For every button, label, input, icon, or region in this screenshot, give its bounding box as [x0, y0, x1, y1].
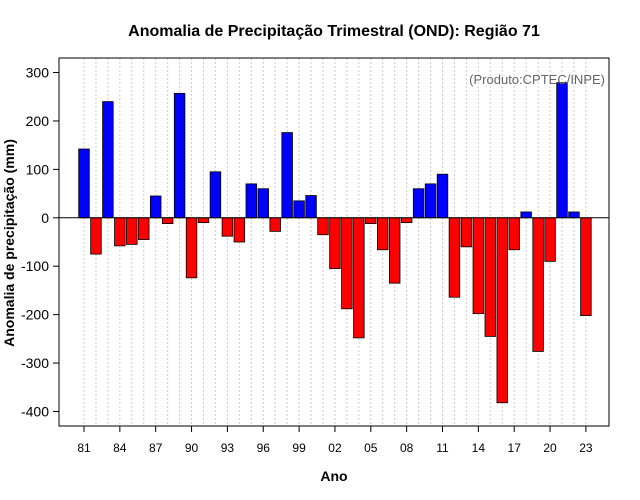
y-tick-label: 0: [41, 210, 49, 226]
x-tick-label: 20: [543, 441, 557, 455]
x-tick-label: 84: [113, 441, 127, 455]
bar-1997: [269, 217, 281, 232]
bars: [78, 82, 592, 404]
bar-1984: [114, 217, 126, 247]
bar-2019: [532, 217, 544, 352]
bar-1981: [78, 148, 90, 219]
bar-2007: [388, 217, 401, 284]
bar-2015: [484, 217, 497, 337]
bar-2001: [317, 217, 329, 236]
x-tick-label: 05: [364, 441, 378, 455]
y-tick-label: -100: [21, 258, 49, 274]
y-tick-label: 100: [26, 161, 50, 177]
bar-1986: [138, 217, 150, 240]
x-tick-label: 14: [472, 441, 486, 455]
bar-2014: [472, 217, 485, 315]
x-tick-label: 02: [328, 441, 342, 455]
bar-2012: [448, 217, 461, 298]
x-tick-label: 96: [257, 441, 271, 455]
bar-1998: [281, 132, 293, 219]
bar-1988: [161, 217, 174, 224]
x-tick-label: 93: [221, 441, 235, 455]
x-tick-label: 08: [400, 441, 414, 455]
bar-2021: [556, 82, 568, 219]
x-tick-label: 81: [77, 441, 91, 455]
bar-1989: [173, 92, 186, 219]
y-tick-label: -400: [21, 403, 49, 419]
bar-2016: [496, 217, 508, 404]
chart-title: Anomalia de Precipitação Trimestral (OND…: [128, 23, 540, 40]
x-axis: 81 84 87 90 93 96 99 02 05 08 11 14 17 20 23: [77, 426, 593, 455]
bar-1995: [245, 183, 258, 219]
y-axis-label: Anomalia de precipitação (mm): [1, 139, 17, 347]
bar-2017: [508, 217, 520, 251]
bar-1992: [209, 171, 222, 219]
bar-2022: [568, 211, 580, 219]
bar-1999: [293, 200, 305, 219]
credit-note: (Produto:CPTEC/INPE): [469, 72, 605, 87]
y-axis: 300 200 100 0 -100 -200 -300 -400: [21, 65, 59, 419]
x-axis-label: Ano: [320, 468, 347, 484]
x-tick-label: 99: [292, 441, 306, 455]
bar-1994: [233, 217, 246, 243]
bar-1993: [221, 217, 234, 237]
bar-2008: [400, 217, 413, 224]
bar-1990: [185, 217, 198, 279]
bar-2002: [329, 217, 341, 270]
x-tick-label: 23: [579, 441, 593, 455]
bar-2023: [580, 217, 592, 316]
x-tick-label: 17: [508, 441, 522, 455]
bar-2003: [341, 217, 353, 310]
y-tick-label: 300: [26, 65, 50, 81]
y-tick-label: 200: [26, 113, 50, 129]
x-tick-label: 87: [149, 441, 163, 455]
x-tick-label: 11: [436, 441, 449, 455]
bar-1983: [102, 101, 114, 219]
bar-2006: [377, 217, 389, 251]
y-tick-label: -200: [21, 307, 49, 323]
bar-2004: [353, 217, 365, 339]
bar-2011: [436, 173, 449, 219]
bar-1982: [90, 217, 102, 255]
bar-2010: [424, 183, 437, 219]
bar-2020: [544, 217, 556, 262]
bar-2009: [412, 188, 425, 219]
bar-1985: [126, 217, 138, 245]
y-tick-label: -300: [21, 355, 49, 371]
bar-1991: [197, 217, 210, 224]
bar-2005: [365, 217, 377, 224]
x-tick-label: 90: [185, 441, 199, 455]
bar-2000: [305, 195, 317, 219]
bar-2013: [460, 217, 473, 248]
plot-frame: [58, 57, 610, 427]
bar-1987: [149, 195, 162, 219]
bar-1996: [257, 188, 269, 219]
bar-2018: [520, 211, 532, 219]
